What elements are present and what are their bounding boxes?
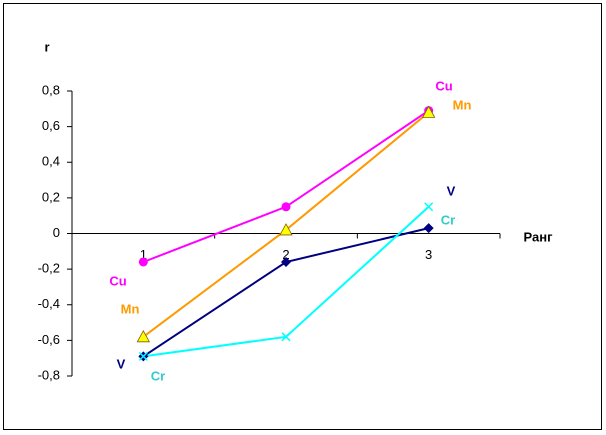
y-tick-label: 0,6 — [42, 118, 60, 133]
series-label: Cu — [109, 273, 126, 288]
y-tick-label: 0,2 — [42, 189, 60, 204]
y-tick-label: -0,4 — [38, 296, 60, 311]
x-tick-label: 3 — [425, 247, 432, 262]
point — [423, 223, 434, 234]
point — [136, 329, 151, 343]
y-tick-label: 0,8 — [42, 82, 60, 97]
y-tick-label: -0,8 — [38, 367, 60, 382]
x-tick-label: 1 — [140, 247, 147, 262]
point — [421, 105, 436, 118]
point — [281, 257, 291, 267]
point — [424, 202, 434, 212]
y-axis-title: r — [44, 39, 49, 54]
series-label: Cu — [435, 78, 452, 93]
point — [138, 257, 148, 267]
y-tick-label: -0,6 — [38, 332, 60, 347]
x-tick-label: 2 — [282, 247, 289, 262]
y-tick-label: 0,4 — [42, 154, 60, 169]
point — [281, 202, 291, 212]
y-tick-label: 0 — [53, 225, 60, 240]
series-label: Mn — [453, 97, 472, 112]
series-label: V — [117, 356, 126, 371]
x-axis-title: Ранг — [524, 229, 554, 244]
series-label: Mn — [121, 301, 140, 316]
series-label: Cr — [151, 368, 165, 383]
y-tick-label: -0,2 — [38, 261, 60, 276]
series-label: Cr — [441, 212, 455, 227]
series-label: V — [447, 183, 456, 198]
point — [279, 223, 293, 236]
point — [138, 351, 148, 361]
point — [281, 332, 291, 342]
